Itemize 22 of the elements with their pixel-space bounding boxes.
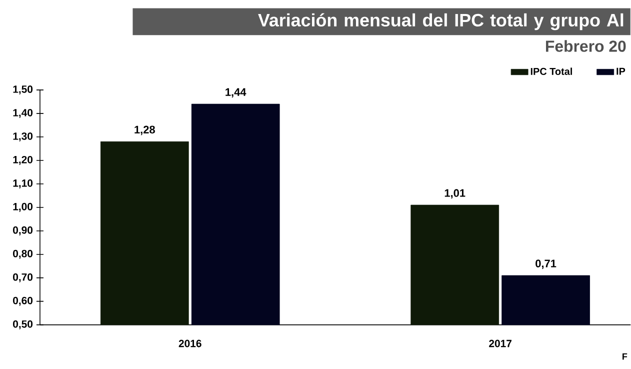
y-tick-label: 1,00 <box>13 203 33 212</box>
y-tick-label: 1,10 <box>13 180 33 188</box>
data-label: 1,28 <box>134 126 155 136</box>
data-label: 1,01 <box>444 189 466 199</box>
text: F <box>622 354 628 360</box>
data-label: 1,44 <box>226 88 246 98</box>
chart-subtitle: Febrero 20 <box>546 40 626 52</box>
y-tick-label: 1,20 <box>13 156 33 165</box>
y-tick-label: 1,40 <box>13 109 33 118</box>
y-tick-label: 0,90 <box>13 226 33 236</box>
y-tick-label: 1,50 <box>13 86 33 95</box>
y-tick-label: 0,50 <box>13 320 33 330</box>
y-tick-label: 0,60 <box>13 296 33 306</box>
data-label: 0,71 <box>536 260 556 270</box>
legend-label: IP <box>616 68 626 75</box>
chart-title: Variación mensual del IPC total y grupo Al <box>258 13 624 30</box>
y-tick-label: 0,80 <box>13 250 33 259</box>
legend-label: IPC Total <box>530 68 572 76</box>
x-tick-label: 2016 <box>178 340 202 348</box>
x-tick-label: 2017 <box>489 340 512 348</box>
y-tick-label: 0,70 <box>13 273 33 282</box>
y-tick-label: 1,30 <box>13 132 33 142</box>
